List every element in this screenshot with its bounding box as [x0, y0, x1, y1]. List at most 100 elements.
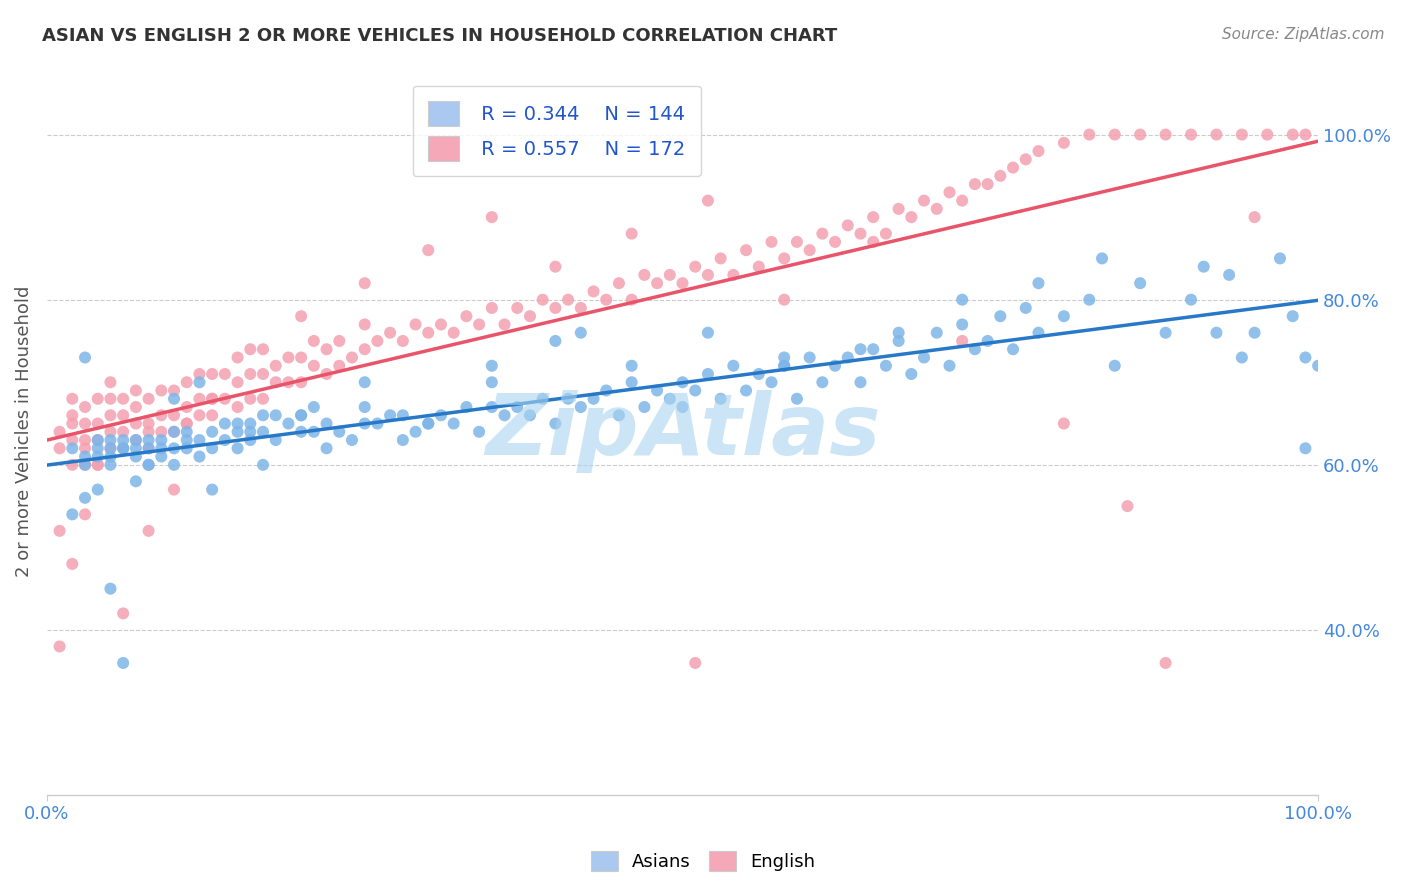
Point [73, 351, 96, 365]
Point [773, 293, 796, 307]
Point [188, 450, 211, 464]
Point [557, 392, 579, 406]
Point [188, 376, 211, 390]
Point [1053, 309, 1076, 323]
Point [188, 392, 211, 406]
Point [849, 343, 872, 357]
Point [366, 334, 388, 348]
Point [1180, 293, 1202, 307]
Point [290, 409, 312, 423]
Point [252, 425, 274, 439]
Point [328, 334, 350, 348]
Point [125, 433, 148, 447]
Point [239, 343, 262, 357]
Point [87, 417, 110, 431]
Point [353, 318, 375, 332]
Point [988, 169, 1011, 183]
Point [150, 425, 173, 439]
Point [506, 400, 529, 414]
Point [73, 450, 96, 464]
Point [163, 384, 186, 398]
Point [73, 491, 96, 505]
Point [264, 433, 287, 447]
Point [201, 425, 224, 439]
Point [443, 417, 465, 431]
Point [887, 326, 910, 340]
Point [1129, 128, 1152, 142]
Point [569, 326, 592, 340]
Point [620, 227, 643, 241]
Point [112, 656, 135, 670]
Point [620, 293, 643, 307]
Point [544, 417, 567, 431]
Point [100, 409, 122, 423]
Point [239, 433, 262, 447]
Point [239, 417, 262, 431]
Point [112, 607, 135, 621]
Point [176, 433, 198, 447]
Point [176, 400, 198, 414]
Point [188, 433, 211, 447]
Point [112, 442, 135, 456]
Point [1243, 210, 1265, 224]
Point [60, 417, 83, 431]
Point [125, 442, 148, 456]
Point [138, 458, 160, 472]
Point [697, 268, 720, 282]
Point [328, 425, 350, 439]
Point [100, 582, 122, 596]
Text: ASIAN VS ENGLISH 2 OR MORE VEHICLES IN HOUSEHOLD CORRELATION CHART: ASIAN VS ENGLISH 2 OR MORE VEHICLES IN H… [42, 27, 838, 45]
Point [595, 384, 617, 398]
Point [418, 417, 440, 431]
Point [544, 334, 567, 348]
Point [875, 359, 897, 373]
Point [443, 326, 465, 340]
Point [138, 524, 160, 538]
Point [239, 425, 262, 439]
Point [252, 458, 274, 472]
Point [481, 359, 503, 373]
Point [48, 640, 70, 654]
Point [418, 326, 440, 340]
Point [544, 260, 567, 274]
Point [963, 177, 986, 191]
Point [1028, 276, 1050, 290]
Point [176, 417, 198, 431]
Point [506, 301, 529, 315]
Point [900, 367, 922, 381]
Point [1091, 252, 1114, 266]
Point [494, 409, 516, 423]
Point [163, 425, 186, 439]
Point [340, 433, 363, 447]
Point [671, 276, 693, 290]
Point [87, 450, 110, 464]
Point [125, 417, 148, 431]
Point [100, 442, 122, 456]
Point [112, 433, 135, 447]
Point [761, 376, 783, 390]
Point [87, 442, 110, 456]
Point [862, 210, 884, 224]
Point [100, 458, 122, 472]
Point [976, 177, 998, 191]
Point [201, 392, 224, 406]
Point [849, 376, 872, 390]
Point [1002, 161, 1025, 175]
Point [353, 400, 375, 414]
Point [837, 351, 859, 365]
Point [1218, 268, 1240, 282]
Point [138, 417, 160, 431]
Point [214, 392, 236, 406]
Point [125, 433, 148, 447]
Point [392, 334, 415, 348]
Point [494, 318, 516, 332]
Point [176, 376, 198, 390]
Point [73, 400, 96, 414]
Point [963, 343, 986, 357]
Point [290, 409, 312, 423]
Point [214, 433, 236, 447]
Point [112, 442, 135, 456]
Point [557, 293, 579, 307]
Point [950, 334, 973, 348]
Point [456, 400, 478, 414]
